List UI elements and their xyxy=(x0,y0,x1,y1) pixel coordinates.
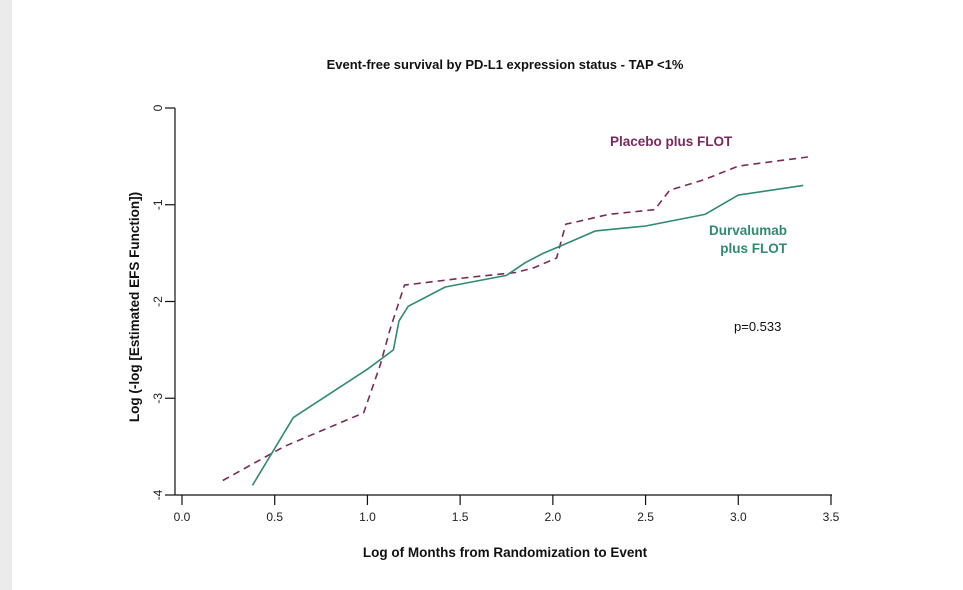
y-axis-label: Log (-log [Estimated EFS Function]) xyxy=(127,192,142,422)
placebo-series-label: Placebo plus FLOT xyxy=(610,134,733,149)
x-tick-label: 0.0 xyxy=(174,510,191,524)
x-tick-label: 0.5 xyxy=(266,510,283,524)
x-tick-label: 2.5 xyxy=(637,510,654,524)
p-value-annotation: p=0.533 xyxy=(734,319,781,334)
y-tick-label: -4 xyxy=(151,489,165,500)
durvalumab-series-line xyxy=(251,184,804,486)
page-background: Event-free survival by PD-L1 expression … xyxy=(12,0,963,590)
chart-series xyxy=(222,155,813,486)
chart-title: Event-free survival by PD-L1 expression … xyxy=(327,57,684,72)
x-tick-label: 2.0 xyxy=(545,510,562,524)
durvalumab-series-label-line2: plus FLOT xyxy=(720,241,787,256)
placebo-series-line xyxy=(222,155,813,482)
durvalumab-series-label-line1: Durvalumab xyxy=(709,223,787,238)
x-tick-label: 1.0 xyxy=(359,510,376,524)
y-tick-label: 0 xyxy=(151,104,165,111)
axis-ticks: 0.0 0.5 1.0 1.5 2.0 2.5 3.0 3.5 0 -1 -2 -3 -4 xyxy=(151,104,840,524)
y-tick-label: -1 xyxy=(151,199,165,210)
x-tick-label: 3.5 xyxy=(823,510,840,524)
y-tick-label: -2 xyxy=(151,296,165,307)
y-tick-label: -3 xyxy=(151,393,165,404)
x-tick-label: 3.0 xyxy=(730,510,747,524)
x-tick-label: 1.5 xyxy=(452,510,469,524)
x-axis-label: Log of Months from Randomization to Even… xyxy=(363,545,648,560)
efs-chart: Event-free survival by PD-L1 expression … xyxy=(127,57,840,560)
